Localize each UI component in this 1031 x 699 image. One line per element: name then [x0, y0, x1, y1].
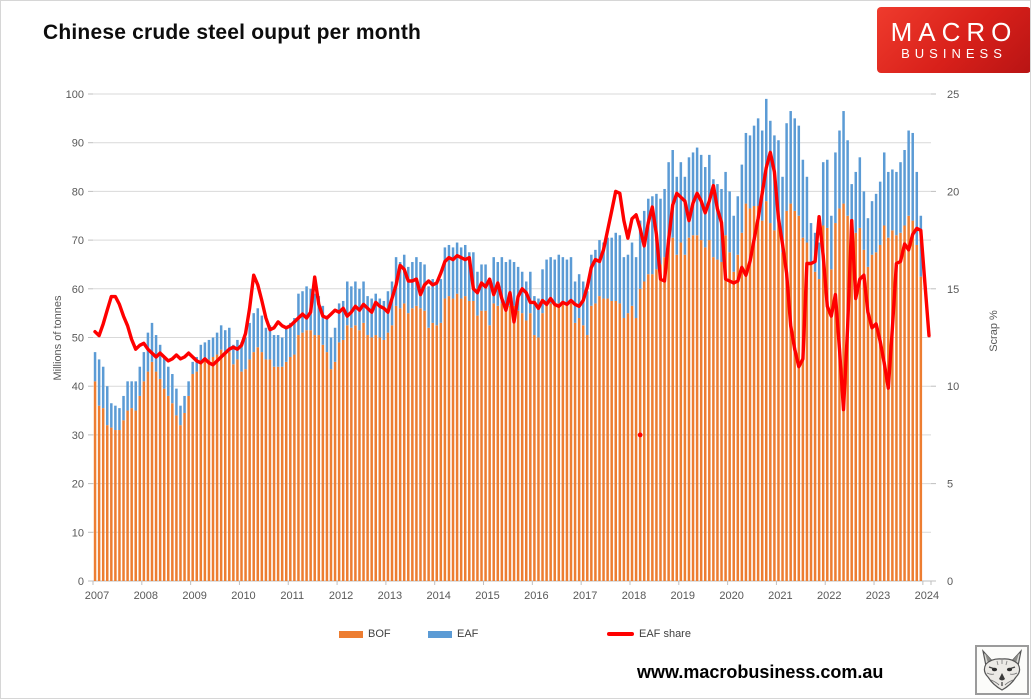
- right-axis-title: Scrap %: [988, 310, 1000, 352]
- svg-text:90: 90: [72, 138, 84, 150]
- legend-label-eaf: EAF: [457, 628, 479, 640]
- svg-text:2024: 2024: [915, 590, 939, 602]
- left-axis-title: Millions of tonnes: [52, 295, 64, 381]
- svg-text:2022: 2022: [817, 590, 841, 602]
- svg-text:2010: 2010: [231, 590, 255, 602]
- eaf-share-line-swatch-icon: [607, 632, 634, 636]
- svg-text:5: 5: [947, 479, 953, 491]
- svg-text:20: 20: [72, 479, 84, 491]
- svg-text:2017: 2017: [573, 590, 597, 602]
- svg-text:2011: 2011: [280, 590, 304, 602]
- svg-text:100: 100: [66, 89, 84, 101]
- legend-label-bof: BOF: [368, 628, 391, 640]
- svg-text:80: 80: [72, 186, 84, 198]
- svg-text:2021: 2021: [768, 590, 792, 602]
- svg-text:2020: 2020: [719, 590, 743, 602]
- svg-text:2018: 2018: [622, 590, 646, 602]
- footer-url: www.macrobusiness.com.au: [637, 662, 884, 682]
- svg-text:2007: 2007: [85, 590, 109, 602]
- svg-text:25: 25: [947, 89, 959, 101]
- svg-text:0: 0: [947, 576, 953, 588]
- macrobusiness-logo: MACRO BUSINESS: [877, 7, 1030, 73]
- svg-text:70: 70: [72, 235, 84, 247]
- svg-text:10: 10: [947, 381, 959, 393]
- svg-text:2012: 2012: [329, 590, 353, 602]
- legend-label-eaf-share: EAF share: [639, 628, 691, 640]
- svg-text:2008: 2008: [134, 590, 158, 602]
- svg-text:50: 50: [72, 333, 84, 345]
- svg-text:2016: 2016: [524, 590, 548, 602]
- svg-text:20: 20: [947, 186, 959, 198]
- page-title: Chinese crude steel ouput per month: [43, 21, 422, 44]
- svg-text:15: 15: [947, 284, 959, 296]
- legend-item-eaf: EAF: [428, 627, 478, 641]
- logo-line1: MACRO: [890, 17, 1018, 47]
- svg-text:40: 40: [72, 381, 84, 393]
- eaf-swatch-icon: [428, 630, 452, 638]
- svg-text:2015: 2015: [475, 590, 499, 602]
- svg-text:2014: 2014: [426, 590, 450, 602]
- legend-item-eaf-share: EAF share: [607, 627, 691, 641]
- svg-text:2023: 2023: [866, 590, 890, 602]
- svg-text:2013: 2013: [378, 590, 402, 602]
- logo-line2: BUSINESS: [901, 46, 1007, 61]
- svg-text:2019: 2019: [671, 590, 695, 602]
- chart-legend: BOF EAF EAF share: [1, 627, 1030, 643]
- svg-text:0: 0: [78, 576, 84, 588]
- svg-text:60: 60: [72, 284, 84, 296]
- wolf-logo-icon: [981, 649, 1023, 691]
- legend-item-bof: BOF: [339, 627, 391, 641]
- svg-text:10: 10: [72, 527, 84, 539]
- wolf-logo-box: [975, 645, 1029, 695]
- svg-text:30: 30: [72, 430, 84, 442]
- bof-swatch-icon: [339, 630, 363, 638]
- svg-text:2009: 2009: [182, 590, 206, 602]
